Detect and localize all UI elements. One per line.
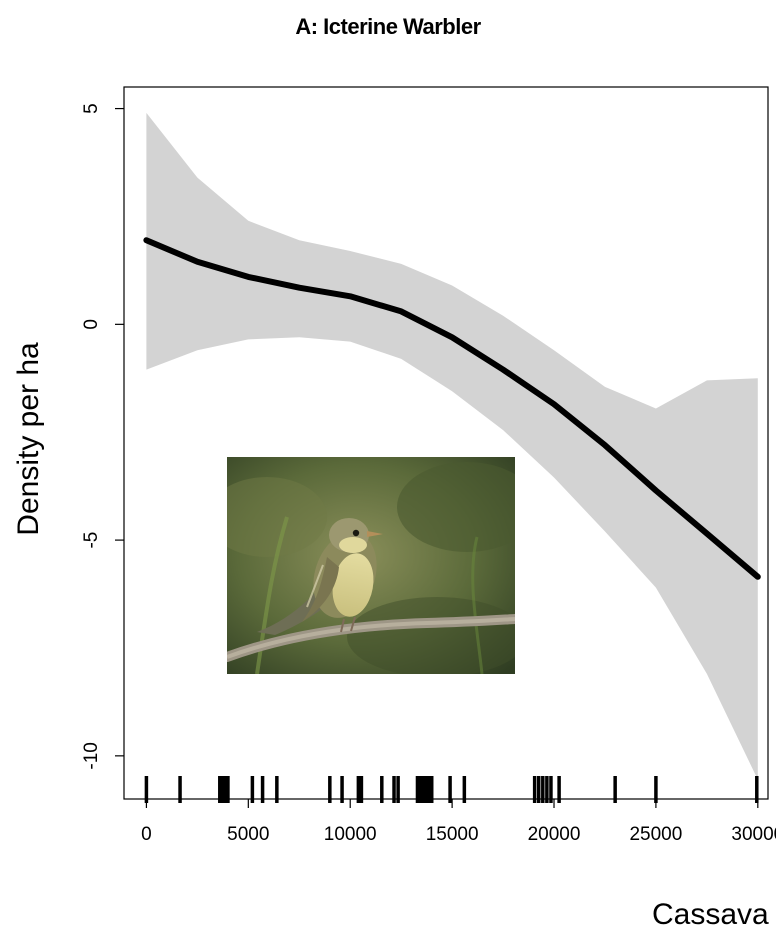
x-tick-label: 0 [141,824,152,845]
confidence-band [146,112,758,780]
x-tick-label: 30000 [731,824,776,845]
y-tick-label: 5 [81,103,102,114]
x-axis: 0 5000 10000 15000 20000 25000 30000 [141,799,776,845]
fit-line-layer [143,237,761,580]
x-tick-label: 25000 [629,824,682,845]
y-tick-label: 0 [81,319,102,330]
y-tick-label: -10 [81,742,102,769]
x-tick-label: 5000 [227,824,269,845]
x-axis-label: Cassava [652,898,769,931]
bird-photo [227,457,515,674]
x-tick-label: 20000 [528,824,581,845]
x-tick-label: 10000 [324,824,377,845]
chart-title: A: Icterine Warbler [295,14,481,39]
x-tick-label: 15000 [426,824,479,845]
y-tick-label: -5 [81,532,102,549]
confidence-band-layer [146,112,758,780]
plot-frame [123,86,769,800]
y-axis: 5 0 -5 -10 [81,103,124,770]
fit-line [143,237,761,580]
